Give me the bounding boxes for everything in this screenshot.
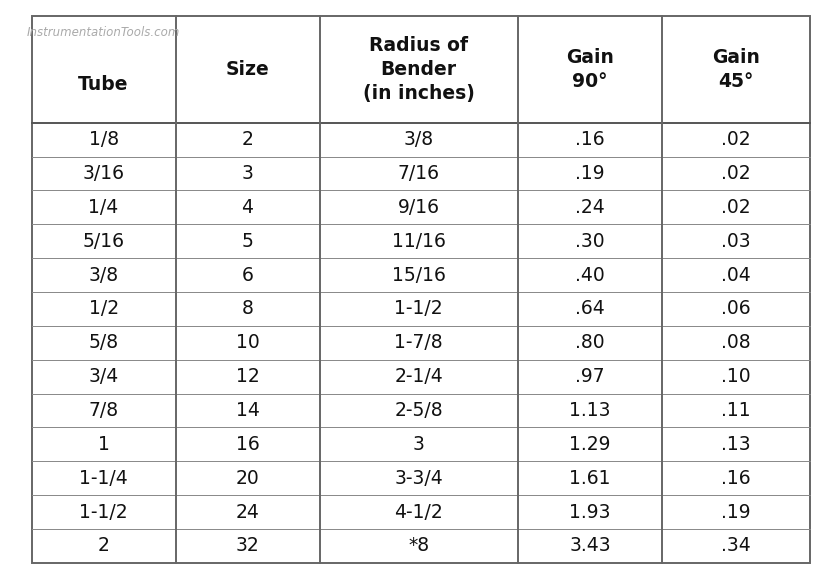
Text: 1/4: 1/4 [88, 198, 119, 217]
Text: .24: .24 [575, 198, 605, 217]
Text: 3/8: 3/8 [88, 266, 118, 285]
Text: *8: *8 [408, 536, 429, 555]
Text: 4-1/2: 4-1/2 [394, 503, 443, 522]
Text: .64: .64 [575, 299, 605, 318]
Text: 2-1/4: 2-1/4 [394, 367, 443, 386]
Text: 2: 2 [97, 536, 110, 555]
Text: Tube: Tube [78, 75, 129, 94]
Text: 1/8: 1/8 [88, 130, 118, 149]
Text: .10: .10 [721, 367, 751, 386]
Text: 1.13: 1.13 [569, 401, 611, 420]
Text: Radius of
Bender
(in inches): Radius of Bender (in inches) [363, 36, 475, 103]
Text: 12: 12 [236, 367, 259, 386]
Text: 7/16: 7/16 [397, 164, 440, 183]
Text: Gain
45°: Gain 45° [712, 48, 760, 91]
Text: .40: .40 [575, 266, 605, 285]
Text: 3-3/4: 3-3/4 [394, 468, 443, 488]
Text: 3.43: 3.43 [569, 536, 611, 555]
Text: 16: 16 [236, 435, 259, 454]
Text: 1/2: 1/2 [88, 299, 118, 318]
Text: .80: .80 [575, 334, 605, 352]
Text: .02: .02 [721, 198, 751, 217]
Text: 3: 3 [242, 164, 253, 183]
Text: 1-7/8: 1-7/8 [394, 334, 443, 352]
Text: 1.93: 1.93 [569, 503, 611, 522]
Text: 15/16: 15/16 [392, 266, 446, 285]
Text: 1-1/4: 1-1/4 [79, 468, 128, 488]
Text: .97: .97 [575, 367, 605, 386]
Text: .16: .16 [721, 468, 751, 488]
Text: 2: 2 [242, 130, 253, 149]
Text: 8: 8 [242, 299, 253, 318]
Text: 10: 10 [236, 334, 259, 352]
Text: Size: Size [226, 60, 269, 79]
Text: .13: .13 [721, 435, 751, 454]
Text: 9/16: 9/16 [397, 198, 440, 217]
Text: 3/8: 3/8 [404, 130, 434, 149]
Text: 32: 32 [236, 536, 259, 555]
Text: InstrumentationTools.com: InstrumentationTools.com [27, 26, 180, 39]
Text: 3/4: 3/4 [88, 367, 119, 386]
Text: 20: 20 [236, 468, 259, 488]
Text: 11/16: 11/16 [392, 232, 446, 251]
Text: .04: .04 [721, 266, 751, 285]
Text: .19: .19 [721, 503, 751, 522]
Text: 3: 3 [413, 435, 425, 454]
Text: .03: .03 [721, 232, 751, 251]
Text: .02: .02 [721, 164, 751, 183]
Text: .06: .06 [721, 299, 751, 318]
Text: .02: .02 [721, 130, 751, 149]
Text: 6: 6 [242, 266, 253, 285]
Text: .08: .08 [721, 334, 751, 352]
Text: 24: 24 [236, 503, 260, 522]
Text: 7/8: 7/8 [88, 401, 118, 420]
Text: 1.29: 1.29 [569, 435, 611, 454]
Text: 3/16: 3/16 [82, 164, 125, 183]
Text: .16: .16 [575, 130, 605, 149]
Text: Gain
90°: Gain 90° [566, 48, 614, 91]
Text: 1.61: 1.61 [569, 468, 611, 488]
Text: .34: .34 [721, 536, 751, 555]
Text: 14: 14 [236, 401, 260, 420]
Text: 1-1/2: 1-1/2 [79, 503, 128, 522]
Text: .30: .30 [575, 232, 605, 251]
Text: 2-5/8: 2-5/8 [394, 401, 443, 420]
Text: 5: 5 [242, 232, 253, 251]
Text: 1-1/2: 1-1/2 [394, 299, 443, 318]
Text: 1: 1 [97, 435, 110, 454]
Text: 4: 4 [242, 198, 253, 217]
Text: 5/8: 5/8 [88, 334, 118, 352]
Text: 5/16: 5/16 [82, 232, 125, 251]
Text: .11: .11 [721, 401, 751, 420]
Text: .19: .19 [575, 164, 605, 183]
